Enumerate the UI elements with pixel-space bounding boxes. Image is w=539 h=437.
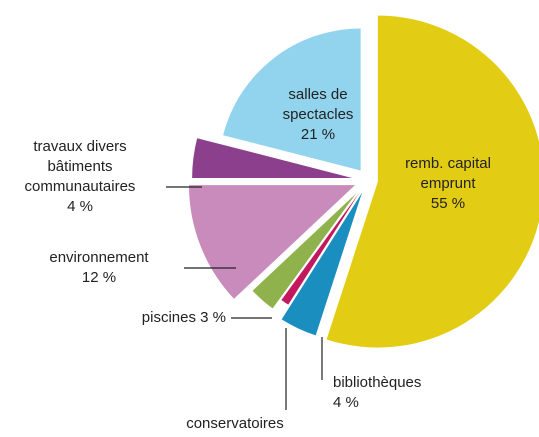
slice-label: piscines 3 % <box>60 308 226 328</box>
category-label: conservatoires <box>186 415 284 432</box>
leader-lines <box>166 186 323 410</box>
category-label: remb. capital emprunt <box>405 155 491 192</box>
pie-slice <box>326 15 539 348</box>
pie-slice <box>252 193 357 309</box>
slice-label: bibliothèques 4 % <box>333 373 463 413</box>
slice-label: salles de spectacles 21 % <box>248 85 388 145</box>
value-label: 55 % <box>430 195 466 212</box>
category-label: bibliothèques <box>333 374 422 391</box>
category-label: environnement <box>49 249 149 266</box>
value-label: 12 % <box>81 269 117 286</box>
value-label: 4 % <box>333 394 359 411</box>
pie-slice <box>188 185 355 299</box>
value-label: 1 % <box>150 434 320 437</box>
value-label: 21 % <box>300 126 336 143</box>
slice-label: environnement 12 % <box>20 248 178 288</box>
value-label: 3 % <box>200 309 226 326</box>
category-label: salles de spectacles <box>282 86 354 123</box>
pie-slice <box>223 28 361 171</box>
slice-label: travaux divers bâtiments communautaires 4… <box>0 137 160 217</box>
slice-label: remb. capital emprunt 55 % <box>388 154 508 214</box>
value-label: 4 % <box>67 198 93 215</box>
pie-slice <box>192 138 353 178</box>
slice-label: conservatoires 1 % <box>150 414 320 437</box>
slices <box>188 15 539 348</box>
category-label: piscines <box>141 309 196 326</box>
category-label: travaux divers bâtiments communautaires <box>24 138 136 195</box>
pie-slice <box>281 192 363 336</box>
pie-slice <box>281 193 360 305</box>
